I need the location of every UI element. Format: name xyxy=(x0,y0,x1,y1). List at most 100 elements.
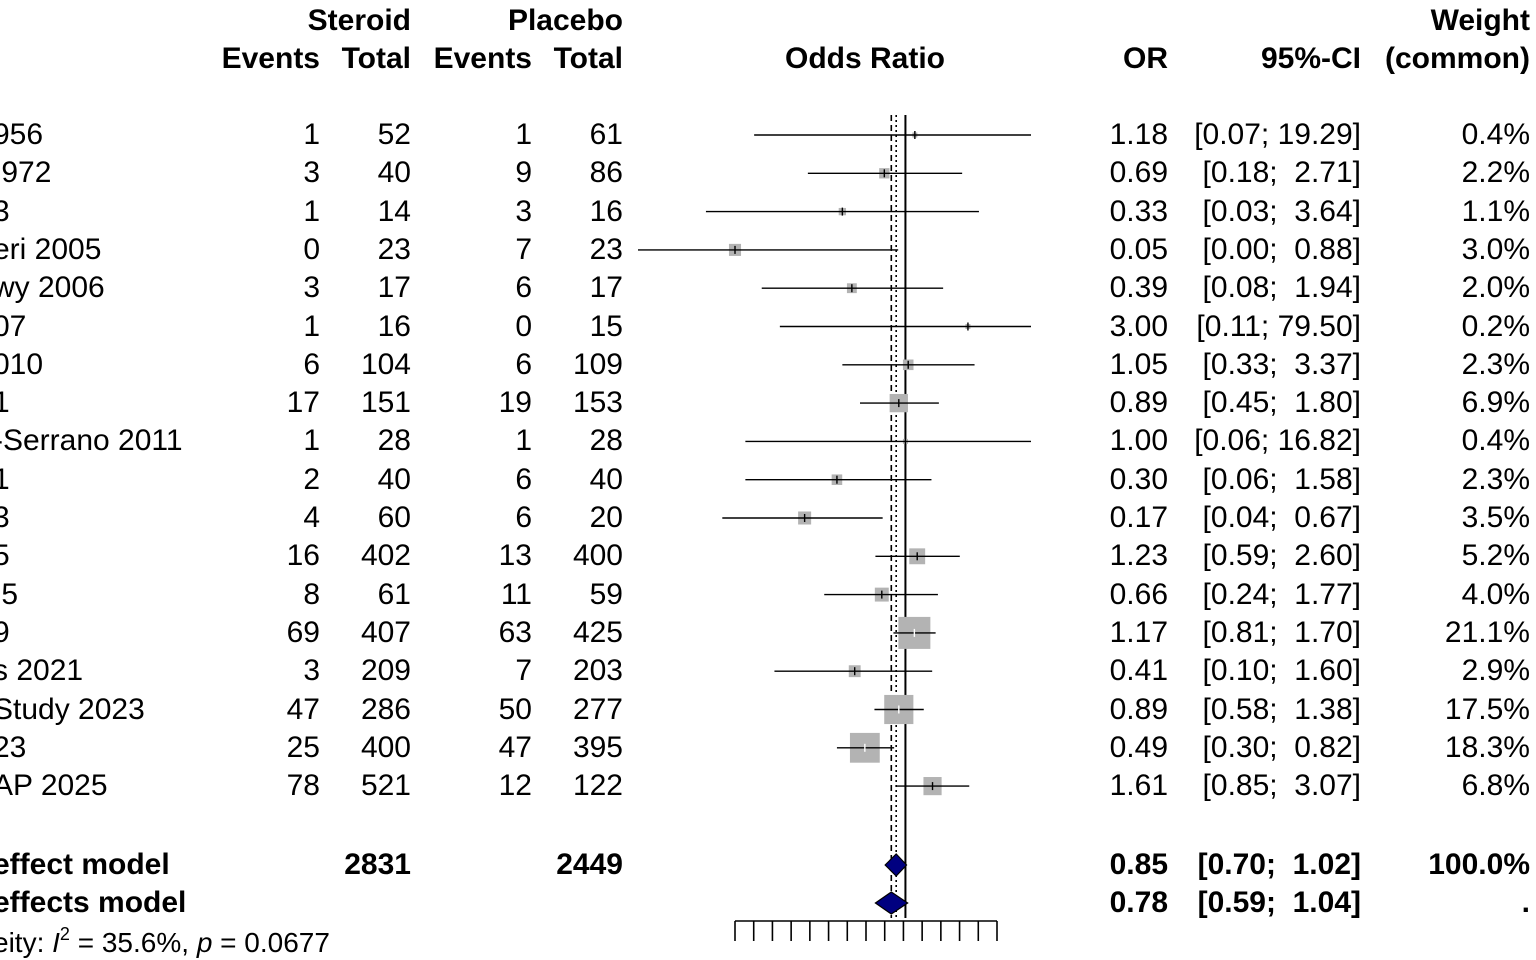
ci-cell: [0.00; 0.88] xyxy=(1202,232,1361,266)
placebo-events-cell: 6 xyxy=(515,501,532,534)
or-cell: 3.00 xyxy=(1109,309,1168,343)
placebo-events-cell: 9 xyxy=(515,156,532,190)
ci-header: 95%-CI xyxy=(1260,42,1361,75)
steroid-events-cell: 3 xyxy=(303,654,320,688)
weight-cell: 100.0% xyxy=(1428,848,1530,881)
steroid-events-cell: 1 xyxy=(303,424,320,458)
steroid-total-cell: 23 xyxy=(377,232,411,266)
steroid-events-header: Events xyxy=(221,42,320,75)
study-label: Study 2023 xyxy=(0,692,145,726)
steroid-total-cell: 400 xyxy=(360,730,411,764)
or-cell: 1.00 xyxy=(1109,424,1168,458)
ci-cell: [0.07; 19.29] xyxy=(1194,118,1361,151)
ci-cell: [0.70; 1.02] xyxy=(1197,848,1361,881)
placebo-events-cell: 19 xyxy=(498,386,532,420)
steroid-total-cell: 40 xyxy=(377,156,411,190)
weight-header: Weight xyxy=(1430,4,1530,37)
weight-cell: 18.3% xyxy=(1444,730,1530,764)
steroid-total-cell: 521 xyxy=(360,769,411,803)
or-cell: 0.30 xyxy=(1109,462,1168,496)
steroid-total-cell: 151 xyxy=(360,386,411,420)
placebo-total-cell: 59 xyxy=(589,577,623,611)
or-cell: 0.78 xyxy=(1109,886,1168,919)
steroid-events-cell: 25 xyxy=(286,730,320,764)
heterogeneity-text: eity: I2 = 35.6%, p = 0.0677 xyxy=(0,925,330,958)
pooled-diamond xyxy=(874,891,909,915)
placebo-total-cell: 61 xyxy=(589,118,623,151)
placebo-events-cell: 3 xyxy=(515,194,532,228)
steroid-events-cell: 17 xyxy=(286,386,320,420)
or-cell: 0.05 xyxy=(1109,232,1168,266)
study-label: 972 xyxy=(1,156,52,190)
ci-cell: [0.06; 1.58] xyxy=(1202,462,1361,496)
steroid-events-cell: 2 xyxy=(303,462,320,496)
ci-cell: [0.59; 1.04] xyxy=(1197,886,1361,919)
weight-cell: 3.5% xyxy=(1461,501,1530,534)
steroid-total-cell: 407 xyxy=(360,615,411,649)
steroid-total-header: Total xyxy=(341,42,411,75)
weight-cell: 6.9% xyxy=(1461,386,1530,420)
placebo-events-cell: 11 xyxy=(500,577,532,611)
ci-cell: [0.11; 79.50] xyxy=(1196,309,1361,343)
steroid-events-cell: 8 xyxy=(303,577,320,611)
study-label: 956 xyxy=(0,118,44,151)
weight-cell: 4.0% xyxy=(1461,577,1530,611)
or-cell: 0.69 xyxy=(1109,156,1168,190)
placebo-total-cell: 16 xyxy=(589,194,623,228)
steroid-total-cell: 2831 xyxy=(344,848,411,881)
steroid-events-cell: 1 xyxy=(303,309,320,343)
study-label: 07 xyxy=(0,309,27,343)
steroid-total-cell: 28 xyxy=(377,424,411,458)
steroid-header: Steroid xyxy=(307,4,411,37)
placebo-events-cell: 6 xyxy=(515,462,532,496)
or-cell: 0.39 xyxy=(1109,271,1168,305)
placebo-events-header: Events xyxy=(433,42,532,75)
or-cell: 0.33 xyxy=(1109,194,1168,228)
ci-cell: [0.58; 1.38] xyxy=(1202,692,1361,726)
placebo-total-cell: 15 xyxy=(589,309,623,343)
weight-cell: 2.3% xyxy=(1461,462,1530,496)
placebo-header: Placebo xyxy=(507,4,623,37)
weight-cell: 2.2% xyxy=(1461,156,1530,190)
placebo-total-cell: 86 xyxy=(589,156,623,190)
steroid-total-cell: 60 xyxy=(377,501,411,534)
placebo-events-cell: 1 xyxy=(515,424,532,458)
or-cell: 0.49 xyxy=(1109,730,1168,764)
pooled-diamond xyxy=(884,853,908,877)
study-label: 5 xyxy=(0,539,10,573)
placebo-events-cell: 7 xyxy=(515,654,532,688)
study-label: 23 xyxy=(0,730,27,764)
placebo-events-cell: 12 xyxy=(498,769,532,803)
steroid-events-cell: 4 xyxy=(303,501,320,534)
or-header: OR xyxy=(1123,42,1168,75)
p-value: = 0.0677 xyxy=(212,927,330,958)
ci-cell: [0.18; 2.71] xyxy=(1202,156,1361,190)
weight-type-header: (common) xyxy=(1385,42,1530,75)
or-cell: 1.18 xyxy=(1109,118,1168,151)
steroid-total-cell: 286 xyxy=(360,692,411,726)
ci-cell: [0.59; 2.60] xyxy=(1202,539,1361,573)
ci-cell: [0.24; 1.77] xyxy=(1202,577,1361,611)
weight-cell: 6.8% xyxy=(1461,769,1530,803)
steroid-events-cell: 1 xyxy=(303,194,320,228)
placebo-total-cell: 203 xyxy=(572,654,623,688)
placebo-events-cell: 47 xyxy=(498,730,532,764)
steroid-events-cell: 47 xyxy=(286,692,320,726)
steroid-events-cell: 0 xyxy=(303,232,320,266)
steroid-total-cell: 17 xyxy=(377,271,411,305)
study-label: effect model xyxy=(0,848,170,881)
steroid-events-cell: 6 xyxy=(303,347,320,381)
weight-cell: 2.3% xyxy=(1461,347,1530,381)
heterogeneity-prefix: eity: xyxy=(0,927,45,958)
weight-cell: 1.1% xyxy=(1461,194,1530,228)
weight-cell: 0.4% xyxy=(1461,118,1530,151)
placebo-events-cell: 1 xyxy=(515,118,532,151)
study-label: 3 xyxy=(0,194,10,228)
placebo-total-cell: 153 xyxy=(572,386,623,420)
study-label: AP 2025 xyxy=(0,769,108,803)
steroid-events-cell: 3 xyxy=(303,271,320,305)
ci-cell: [0.06; 16.82] xyxy=(1194,424,1361,458)
ci-cell: [0.85; 3.07] xyxy=(1202,769,1361,803)
ci-cell: [0.33; 3.37] xyxy=(1202,347,1361,381)
placebo-total-cell: 40 xyxy=(589,462,623,496)
